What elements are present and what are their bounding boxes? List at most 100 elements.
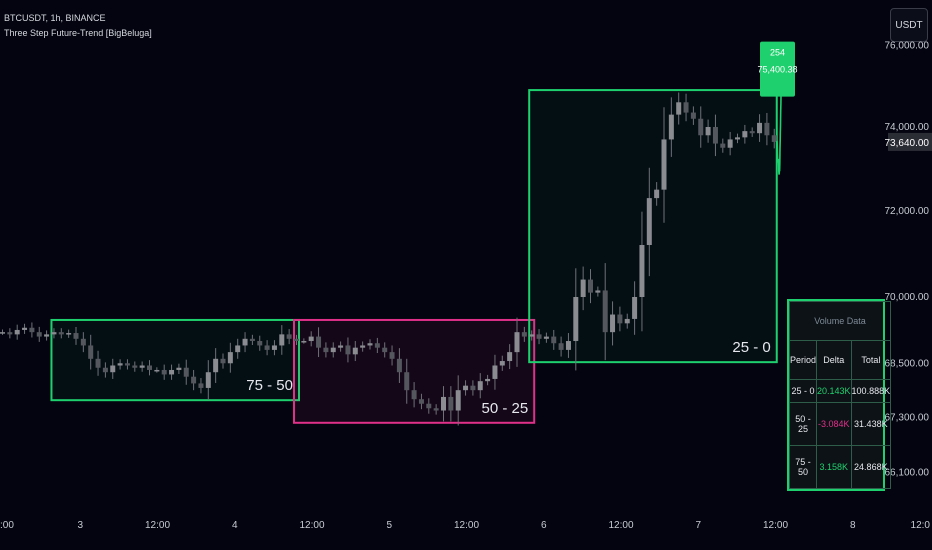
candle-body	[536, 334, 542, 339]
column-header-total: Total	[850, 340, 892, 380]
candle-body	[73, 333, 79, 339]
candle-body	[455, 390, 461, 411]
candle-body	[624, 318, 630, 324]
table-row: 50 - 25 -3.084K 31.438K	[788, 401, 892, 446]
candle-body	[543, 336, 549, 339]
candle-body	[330, 347, 336, 353]
y-tick-label: 67,300.00	[885, 412, 930, 423]
candle-body	[213, 358, 219, 373]
table-row: 25 - 0 20.143K 100.888K	[788, 379, 892, 403]
candle-body	[632, 297, 638, 319]
candle-body	[257, 341, 263, 346]
candle-body	[264, 345, 270, 350]
period-cell: 25 - 0	[788, 379, 818, 403]
candle-body	[147, 365, 152, 370]
candle-body	[529, 334, 535, 337]
candle-body	[44, 334, 50, 337]
x-tick-label: 3	[77, 520, 83, 531]
x-tick-label: 12:00	[145, 520, 170, 531]
current-price-label: 73,640.00	[885, 138, 930, 149]
candle-body	[7, 332, 13, 335]
candle-body	[690, 112, 696, 119]
table-row: 75 - 50 3.158K 24.868K	[788, 444, 892, 490]
candle-body	[727, 139, 733, 148]
candle-body	[617, 314, 623, 324]
candle-body	[36, 332, 42, 337]
candle-body	[735, 137, 740, 140]
x-tick-label: 6	[541, 520, 547, 531]
candle-body	[565, 341, 571, 350]
candle-body	[426, 403, 432, 409]
candle-body	[22, 327, 28, 330]
candle-body	[249, 338, 255, 342]
x-tick-label: 7	[695, 520, 701, 531]
candle-body	[712, 127, 718, 144]
x-tick-label: :00	[0, 520, 14, 531]
candle-body	[102, 367, 108, 373]
candle-body	[294, 338, 299, 342]
candle-body	[88, 345, 94, 359]
zone-box-2	[528, 89, 778, 364]
candle-body	[485, 378, 491, 382]
candle-body	[132, 365, 138, 368]
candle-body	[198, 383, 204, 388]
candle-body	[316, 336, 322, 348]
delta-cell: 3.158K	[816, 444, 852, 490]
candle-body	[507, 352, 513, 362]
candle-body	[220, 358, 226, 364]
candle-body	[661, 139, 667, 190]
candle-body	[58, 332, 64, 335]
candle-body	[382, 347, 388, 353]
candle-body	[558, 343, 564, 350]
x-tick-label: 5	[386, 520, 392, 531]
forecast-badge	[760, 41, 795, 97]
y-tick-label: 76,000.00	[885, 40, 930, 51]
forecast-period: 254	[770, 48, 785, 58]
candle-body	[183, 367, 189, 377]
y-tick-label: 66,100.00	[885, 467, 930, 478]
candle-body	[602, 290, 608, 333]
candle-body	[771, 135, 777, 142]
candle-body	[95, 358, 101, 368]
candle-body	[271, 345, 277, 350]
candle-body	[352, 347, 358, 355]
candle-body	[757, 122, 763, 134]
candle-body	[301, 341, 307, 343]
currency-button[interactable]: USDT	[890, 8, 928, 42]
candle-body	[161, 369, 167, 375]
column-header-delta: Delta	[816, 340, 852, 380]
candle-body	[411, 390, 417, 400]
candle-body	[176, 367, 182, 370]
candle-body	[29, 327, 35, 333]
candle-body	[242, 338, 248, 346]
candle-body	[66, 333, 72, 335]
candle-body	[308, 336, 314, 342]
x-tick-label: 12:00	[454, 520, 479, 531]
candle-body	[110, 365, 116, 373]
candle-body	[588, 279, 593, 293]
candle-body	[463, 385, 469, 391]
candle-body	[418, 399, 424, 404]
zone-label: 25 - 0	[732, 339, 770, 356]
candle-body	[389, 352, 395, 359]
candle-body	[705, 127, 711, 136]
candle-body	[551, 336, 557, 344]
period-cell: 50 - 25	[788, 401, 818, 446]
candle-body	[720, 143, 726, 148]
candle-body	[367, 343, 373, 346]
current-price-tag	[888, 132, 932, 151]
candle-body	[441, 396, 446, 411]
zone-box-0	[50, 318, 301, 402]
candle-body	[404, 372, 410, 391]
candle-body	[191, 376, 197, 384]
candle-body	[323, 347, 329, 353]
candle-body	[169, 369, 175, 375]
candle-body	[749, 131, 755, 134]
candle-body	[124, 363, 130, 366]
candle-body	[279, 334, 285, 346]
candle-body	[668, 114, 674, 140]
candle-body	[492, 365, 498, 379]
candle-body	[639, 245, 645, 297]
